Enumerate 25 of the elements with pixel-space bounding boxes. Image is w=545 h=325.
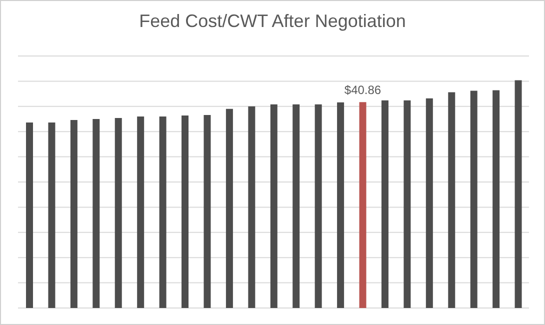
- bar: [381, 100, 388, 308]
- bar: [337, 102, 344, 308]
- bar: [270, 104, 278, 308]
- bar: [26, 122, 33, 308]
- bar: [314, 104, 322, 308]
- bar: [70, 120, 78, 308]
- bar: [248, 106, 256, 308]
- bar: [404, 100, 411, 308]
- bar: [426, 98, 433, 308]
- data-label: $40.86: [344, 83, 382, 98]
- bar: [48, 122, 56, 308]
- bar: [137, 116, 144, 308]
- chart-title: Feed Cost/CWT After Negotiation: [138, 11, 407, 32]
- bar: [182, 115, 189, 308]
- bar: [92, 119, 100, 308]
- bar: [359, 102, 366, 308]
- bar: [292, 104, 300, 308]
- bar: [448, 92, 456, 308]
- bar: [204, 114, 211, 308]
- bar: [226, 108, 233, 308]
- bar: [514, 80, 522, 308]
- bar: [159, 116, 166, 308]
- bar: [492, 90, 500, 308]
- bar: [114, 118, 122, 308]
- bar: [470, 90, 478, 308]
